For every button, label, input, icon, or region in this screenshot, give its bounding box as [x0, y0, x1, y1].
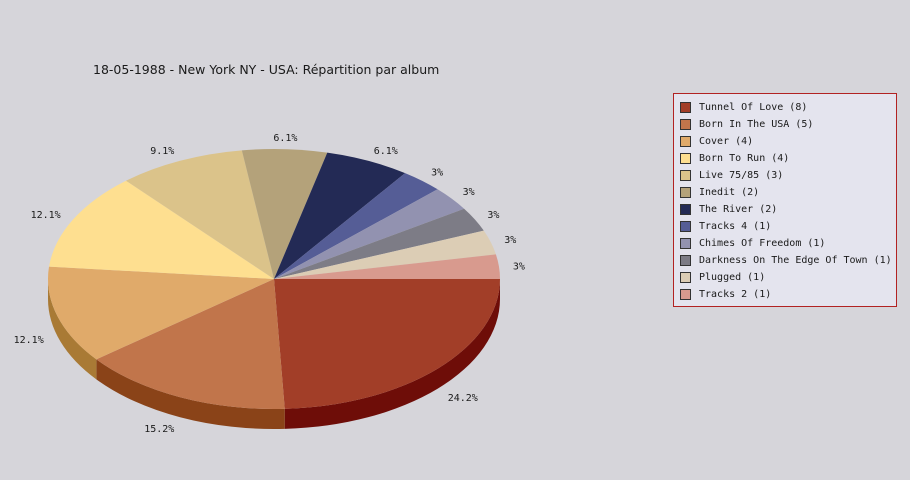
- pie-percent-label: 6.1%: [273, 133, 297, 144]
- pie-top-layer: [47, 149, 500, 409]
- pie-labels-layer: 24.2% 15.2% 12.1% 12.1% 9.1% 6.1% 6.1% 3% 3% 3% 3%…: [14, 133, 525, 435]
- legend-swatch: [680, 255, 691, 266]
- legend-label: Tracks 4 (1): [699, 221, 772, 232]
- legend-swatch: [680, 170, 691, 181]
- legend-label: Chimes Of Freedom (1): [699, 238, 826, 249]
- legend-swatch: [680, 221, 691, 232]
- legend-label: Tunnel Of Love (8): [699, 102, 808, 113]
- legend-swatch: [680, 153, 691, 164]
- legend-label: Cover (4): [699, 136, 754, 147]
- pie-slice: [126, 150, 275, 279]
- pie-percent-label: 3%: [463, 187, 475, 198]
- legend-label: Darkness On The Edge Of Town (1): [699, 255, 892, 266]
- pie-slice: [274, 152, 406, 279]
- pie-slice: [274, 173, 438, 279]
- legend-swatch: [680, 102, 691, 113]
- pie-percent-label: 12.1%: [31, 210, 61, 221]
- pie-slice-side: [284, 279, 500, 429]
- legend-item: Tracks 4 (1): [680, 218, 896, 235]
- legend-label: Born In The USA (5): [699, 119, 814, 130]
- pie-slice: [274, 279, 500, 409]
- pie-slice-side: [47, 279, 97, 380]
- pie-percent-label: 6.1%: [374, 146, 398, 157]
- legend-item: Born In The USA (5): [680, 116, 896, 133]
- legend-item: Tracks 2 (1): [680, 286, 896, 303]
- legend-swatch: [680, 272, 691, 283]
- legend-swatch: [680, 187, 691, 198]
- legend-swatch: [680, 289, 691, 300]
- legend-swatch: [680, 204, 691, 215]
- pie-slice-side: [96, 359, 285, 429]
- legend-swatch: [680, 136, 691, 147]
- legend-label: Inedit (2): [699, 187, 760, 198]
- legend-swatch: [680, 119, 691, 130]
- pie-percent-label: 3%: [487, 210, 499, 221]
- legend-label: Tracks 2 (1): [699, 289, 772, 300]
- pie-percent-label: 15.2%: [144, 424, 174, 435]
- pie-percent-label: 12.1%: [14, 335, 44, 346]
- legend-item: Live 75/85 (3): [680, 167, 896, 184]
- pie-slice: [47, 266, 274, 360]
- chart-title: 18-05-1988 - New York NY - USA: Répartit…: [93, 62, 440, 77]
- pie-slice: [274, 254, 500, 279]
- pie-depth-layer: [47, 279, 500, 429]
- legend-item: Born To Run (4): [680, 150, 896, 167]
- pie-slice: [274, 208, 484, 279]
- pie-percent-label: 3%: [431, 168, 443, 179]
- pie-percent-label: 3%: [513, 262, 525, 273]
- legend-label: The River (2): [699, 204, 778, 215]
- legend-item: Tunnel Of Love (8): [680, 99, 896, 116]
- legend-item: Inedit (2): [680, 184, 896, 201]
- legend-item: The River (2): [680, 201, 896, 218]
- pie-slice: [274, 230, 496, 279]
- legend-swatch: [680, 238, 691, 249]
- legend-label: Plugged (1): [699, 272, 766, 283]
- legend-item: Darkness On The Edge Of Town (1): [680, 252, 896, 269]
- legend-item: Cover (4): [680, 133, 896, 150]
- legend: Tunnel Of Love (8) Born In The USA (5) Cov…: [673, 93, 897, 307]
- pie-slice: [96, 279, 285, 409]
- pie-slice: [49, 180, 274, 279]
- pie-percent-label: 9.1%: [150, 146, 174, 157]
- pie-percent-label: 3%: [504, 235, 516, 246]
- pie-percent-label: 24.2%: [448, 393, 478, 404]
- legend-item: Plugged (1): [680, 269, 896, 286]
- pie-slice: [241, 149, 328, 279]
- pie-slice: [274, 189, 465, 279]
- legend-label: Born To Run (4): [699, 153, 790, 164]
- legend-label: Live 75/85 (3): [699, 170, 784, 181]
- legend-item: Chimes Of Freedom (1): [680, 235, 896, 252]
